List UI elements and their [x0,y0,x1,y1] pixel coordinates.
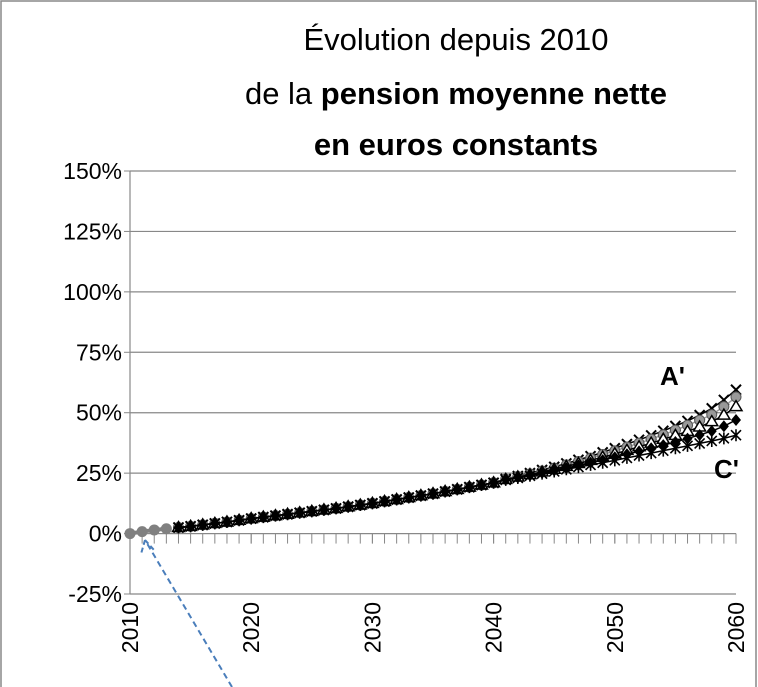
point [269,509,282,522]
point [318,503,330,516]
point [160,523,172,535]
x-tick-label: 2010 [117,602,143,653]
point [500,473,512,486]
point [306,505,318,518]
arrow [144,539,233,687]
title-part: Évolution depuis 2010 [303,22,608,57]
point [439,485,451,498]
point [718,432,730,445]
point [718,420,729,433]
point [730,429,742,442]
point [633,449,645,462]
point [609,454,621,467]
point [221,515,233,528]
point [124,528,136,540]
point [488,476,500,489]
y-tick-label: 0% [89,521,122,547]
series [124,523,172,540]
point [148,524,160,536]
y-tick-label: 25% [76,460,122,486]
point [706,425,717,438]
point [694,437,706,450]
point [645,447,657,460]
annotation: C' [714,454,739,484]
y-tick-label: 150% [63,158,122,184]
point [415,489,427,502]
point [669,442,681,455]
point [136,526,148,538]
annotation: A' [660,361,685,391]
point [728,399,744,412]
point [391,493,403,506]
point [584,458,597,471]
series-line [129,526,167,536]
point [185,520,197,533]
point [366,497,378,510]
point [597,456,609,469]
point [463,481,475,494]
y-tick-label: 100% [63,279,122,305]
point [512,471,524,484]
point [560,463,572,476]
point [657,444,669,457]
point [378,495,391,508]
x-tick-label: 2040 [481,602,507,653]
x-tick-label: 2060 [723,602,749,653]
arrow-head [140,539,155,555]
x-tick-label: 2050 [602,602,628,653]
point [294,506,306,519]
point [681,439,694,452]
point [281,508,294,521]
point [342,500,354,513]
chart-title: en euros constants [314,127,598,162]
chart-title: de la pension moyenne nette [245,76,667,111]
point [403,491,415,504]
point [716,407,732,420]
point [475,478,488,491]
point [536,467,548,480]
chart-title: Évolution depuis 2010 [303,22,608,57]
point [257,511,269,524]
point [694,428,705,441]
point [682,432,693,445]
y-tick-label: -25% [68,581,122,607]
point [209,517,221,530]
point [172,521,185,534]
point [731,413,741,426]
point [548,465,560,478]
y-tick-label: 125% [63,218,122,244]
point [233,514,245,527]
point [427,487,439,500]
title-part: en euros constants [314,127,598,162]
point [354,499,366,512]
point [524,469,536,482]
point [330,502,342,515]
y-tick-label: 50% [76,400,122,426]
x-tick-label: 2030 [359,602,385,653]
point [197,518,209,531]
point [572,461,585,474]
title-part: pension moyenne nette [321,76,667,111]
point [621,451,633,464]
point [706,434,718,447]
x-tick-label: 2020 [238,602,264,653]
y-tick-label: 75% [76,339,122,365]
series [172,429,742,534]
title-part: de la [245,76,321,111]
point [245,512,257,525]
point [451,483,463,496]
